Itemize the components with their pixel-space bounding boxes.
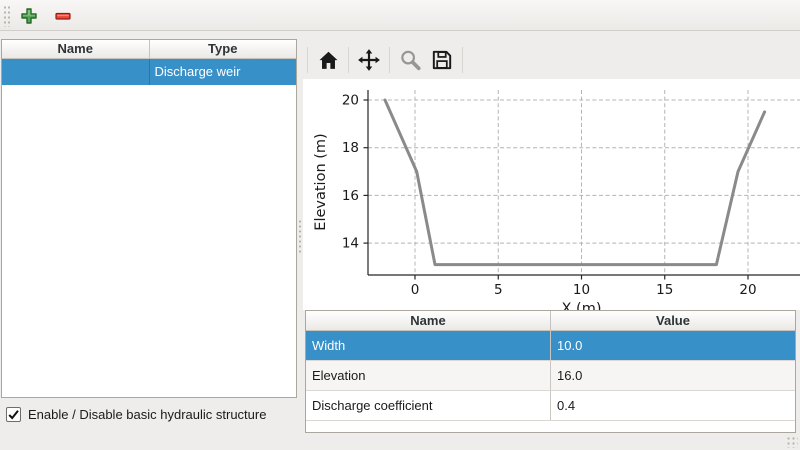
plot-pan-button[interactable]: [353, 44, 385, 76]
properties-table: Name Value Width 10.0 Elevation 16.0 Dis…: [305, 310, 796, 433]
structure-type-cell: Discharge weir: [148, 59, 297, 85]
pan-icon: [358, 49, 380, 71]
svg-text:16: 16: [342, 188, 359, 204]
plot-save-button[interactable]: [426, 44, 458, 76]
svg-text:0: 0: [411, 282, 420, 298]
enable-structure-checkbox[interactable]: Enable / Disable basic hydraulic structu…: [6, 405, 266, 423]
svg-text:5: 5: [494, 282, 503, 298]
svg-text:20: 20: [739, 282, 756, 298]
magnifier-icon: [401, 50, 421, 71]
toolbar-separator: [348, 47, 349, 73]
plot-home-button[interactable]: [312, 44, 344, 76]
home-icon: [319, 51, 337, 69]
chart-area[interactable]: 0 5 10 15 20 14 16 18 20 Elevation (m) X (m): [303, 79, 800, 310]
minus-icon: [55, 12, 71, 20]
properties-table-header: Name Value: [306, 311, 795, 331]
add-structure-button[interactable]: [18, 5, 40, 27]
structure-row[interactable]: Discharge weir: [2, 59, 296, 85]
plus-icon: [21, 8, 37, 24]
panel-splitter[interactable]: [297, 39, 303, 398]
svg-text:18: 18: [342, 140, 359, 156]
splitter-grip-dots: [298, 219, 302, 253]
cross-section-chart[interactable]: 0 5 10 15 20 14 16 18 20 Elevation (m) X (m): [303, 79, 800, 310]
structures-table: Name Type Discharge weir: [1, 39, 297, 398]
toolbar-separator: [389, 47, 390, 73]
plot-zoom-button[interactable]: [394, 44, 426, 76]
column-header-name[interactable]: Name: [410, 313, 446, 328]
plot-toolbar: [303, 42, 467, 78]
svg-text:Elevation (m): Elevation (m): [313, 133, 329, 230]
remove-structure-button[interactable]: [52, 5, 74, 27]
main-toolbar: [0, 0, 800, 31]
property-name: Width: [312, 338, 346, 353]
column-header-value[interactable]: Value: [550, 311, 795, 330]
structures-table-header: Name Type: [2, 40, 296, 59]
svg-text:15: 15: [656, 282, 673, 298]
svg-text:10: 10: [573, 282, 590, 298]
property-row-elevation[interactable]: Elevation 16.0: [306, 361, 795, 391]
property-value: 0.4: [550, 391, 795, 420]
property-row-width[interactable]: Width 10.0: [306, 331, 795, 361]
column-header-type[interactable]: Type: [148, 40, 297, 58]
toolbar-separator: [307, 47, 308, 73]
resize-grip[interactable]: [786, 436, 798, 448]
checkbox-label: Enable / Disable basic hydraulic structu…: [28, 406, 267, 422]
property-value: 16.0: [550, 361, 795, 390]
svg-text:X (m): X (m): [562, 301, 602, 310]
toolbar-separator: [462, 47, 463, 73]
property-name: Discharge coefficient: [312, 398, 433, 413]
svg-text:20: 20: [342, 93, 359, 109]
svg-text:14: 14: [342, 236, 359, 252]
column-header-name[interactable]: Name: [57, 41, 93, 56]
checkbox-box[interactable]: [6, 406, 21, 422]
save-icon: [432, 50, 452, 70]
check-icon: [8, 409, 19, 419]
toolbar-grip[interactable]: [3, 5, 11, 27]
property-name: Elevation: [312, 368, 366, 383]
property-value: 10.0: [550, 331, 795, 360]
structure-name-cell: [2, 59, 149, 85]
property-row-discharge-coefficient[interactable]: Discharge coefficient 0.4: [306, 391, 795, 421]
